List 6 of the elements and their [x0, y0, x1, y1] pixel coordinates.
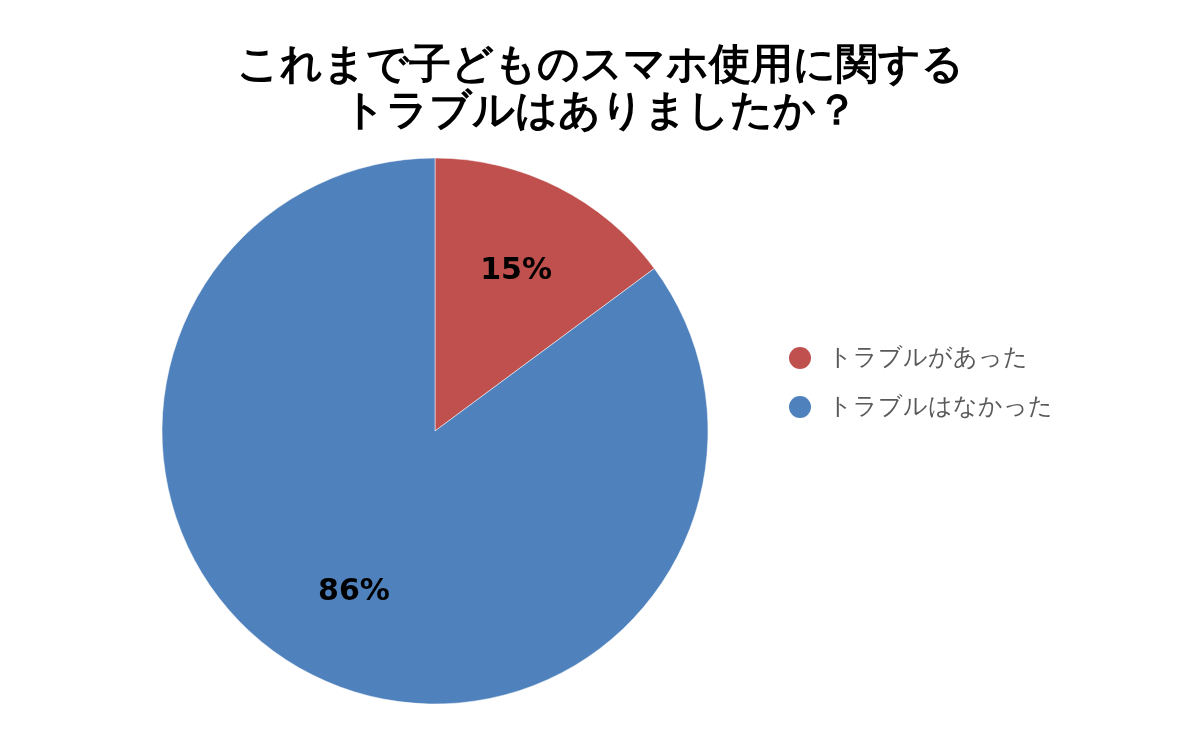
- legend-label: トラブルはなかった: [828, 392, 1053, 420]
- pie-slice: [161, 157, 709, 704]
- legend-label: トラブルがあった: [828, 343, 1028, 371]
- chart-title: これまで子どものスマホ使用に関するトラブルはありましたか？: [236, 39, 964, 134]
- data-label: 86%: [318, 572, 390, 608]
- data-label: 15%: [480, 250, 552, 286]
